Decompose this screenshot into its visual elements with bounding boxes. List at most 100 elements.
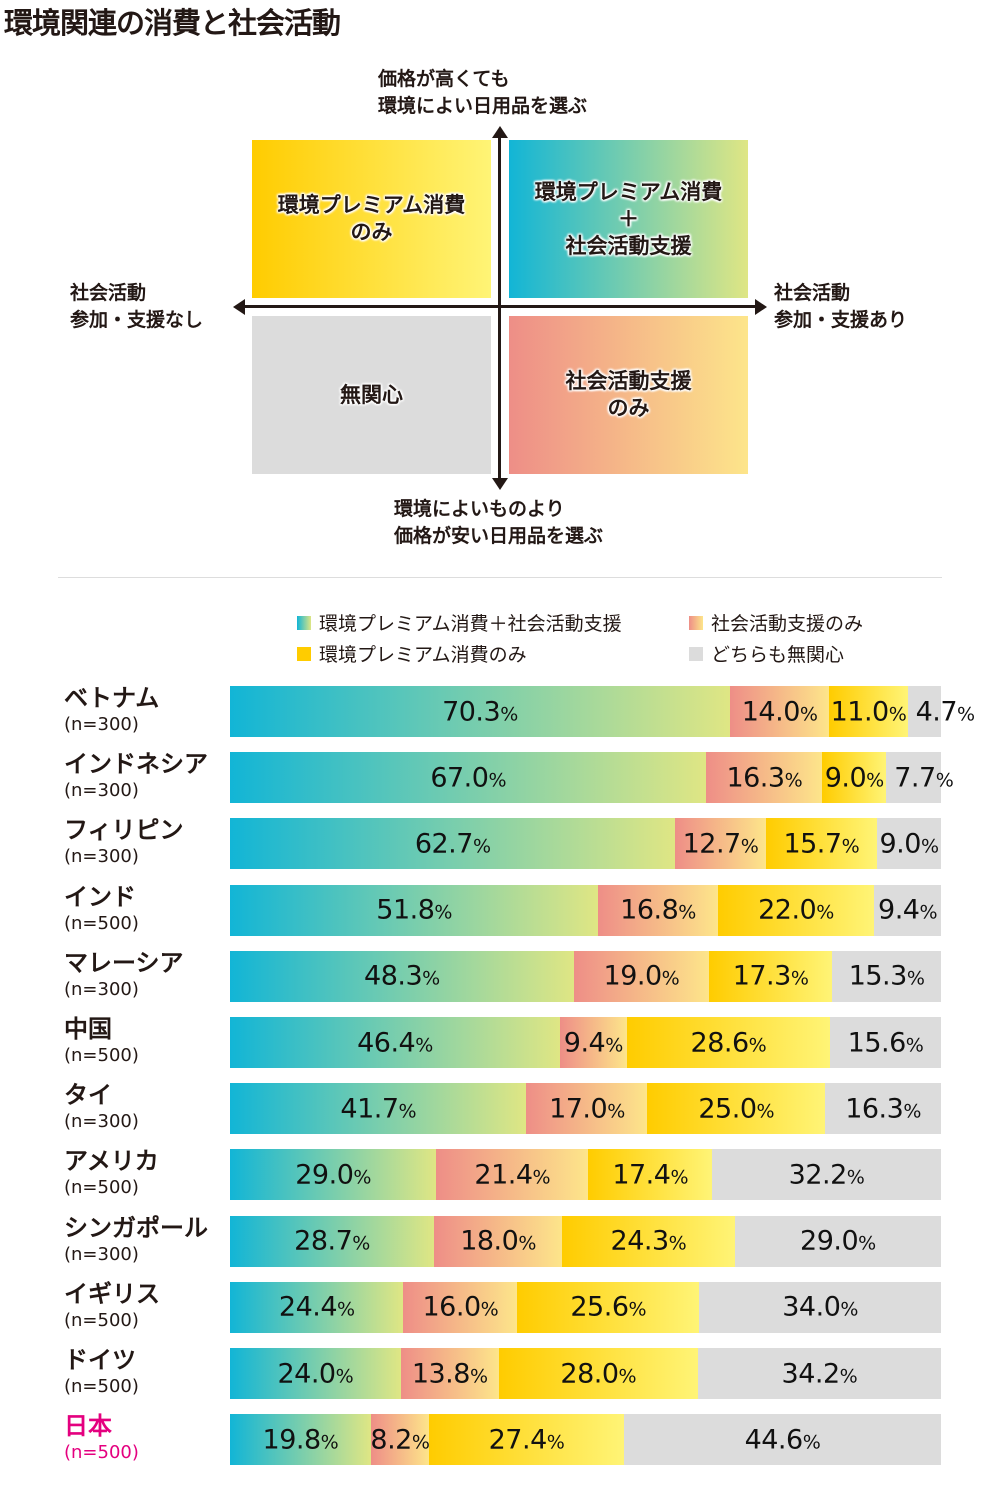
bar-row: シンガポール (n=300) 28.7% 18.0% 24.3% 29.0% bbox=[0, 1213, 1000, 1268]
segment-indifferent: 7.7% bbox=[886, 752, 954, 804]
sample-size-label: (n=300) bbox=[64, 1243, 139, 1265]
legend-item-social-only: 社会活動支援のみ bbox=[689, 609, 863, 636]
segment-premium-only: 15.7% bbox=[765, 818, 878, 870]
bar-row: インド (n=500) 51.8% 16.8% 22.0% 9.4% bbox=[0, 882, 1000, 937]
data-label: 25.6% bbox=[570, 1291, 647, 1323]
data-label: 9.4% bbox=[878, 894, 938, 926]
data-label: 24.3% bbox=[610, 1225, 687, 1257]
segment-indifferent: 9.0% bbox=[877, 818, 941, 870]
quadrant-premium-only: 環境プレミアム消費 のみ bbox=[252, 140, 491, 298]
stacked-bar: 29.0% 21.4% 17.4% 32.2% bbox=[230, 1149, 941, 1201]
country-label: タイ bbox=[64, 1081, 112, 1110]
segment-both: 19.8% bbox=[230, 1414, 371, 1466]
segment-premium-only: 17.4% bbox=[588, 1149, 713, 1201]
data-label: 70.3% bbox=[442, 696, 518, 727]
data-label: 22.0% bbox=[758, 894, 834, 926]
bar-row: マレーシア (n=300) 48.3% 19.0% 17.3% 15.3% bbox=[0, 948, 1000, 1003]
segment-social-only: 17.0% bbox=[526, 1083, 648, 1135]
segment-both: 24.4% bbox=[230, 1281, 404, 1333]
data-label: 9.0% bbox=[824, 762, 885, 794]
axis-top-label: 価格が高くても 環境によい日用品を選ぶ bbox=[378, 68, 588, 117]
stacked-bar: 41.7% 17.0% 25.0% 16.3% bbox=[230, 1083, 941, 1135]
segment-both: 24.0% bbox=[230, 1348, 401, 1399]
stacked-bar: 67.0% 16.3% 9.0% 7.7% bbox=[230, 752, 954, 804]
data-label: 17.3% bbox=[732, 960, 809, 992]
legend-label: 環境プレミアム消費＋社会活動支援 bbox=[319, 613, 622, 635]
country-label: ドイツ bbox=[64, 1346, 136, 1374]
axis-left-label: 社会活動 参加・支援なし bbox=[70, 282, 204, 331]
bar-row: ドイツ (n=500) 24.0% 13.8% 28.0% 34.2% bbox=[0, 1346, 1000, 1400]
segment-premium-only: 11.0% bbox=[829, 686, 908, 737]
segment-social-only: 13.8% bbox=[400, 1348, 499, 1399]
segment-social-only: 16.3% bbox=[706, 752, 823, 804]
arrow-right-icon bbox=[755, 299, 767, 315]
country-label: アメリカ bbox=[64, 1147, 159, 1176]
data-label: 16.8% bbox=[620, 894, 696, 926]
country-label: マレーシア bbox=[64, 948, 184, 977]
legend-item-indifferent: どちらも無関心 bbox=[689, 640, 844, 667]
stacked-bar: 28.7% 18.0% 24.3% 29.0% bbox=[230, 1215, 941, 1267]
sample-size-label: (n=500) bbox=[64, 1309, 139, 1331]
sample-size-label: (n=500) bbox=[64, 1045, 139, 1066]
data-label: 51.8% bbox=[376, 894, 452, 926]
bar-row: フィリピン (n=300) 62.7% 12.7% 15.7% 9.0% bbox=[0, 816, 1000, 870]
page-title: 環境関連の消費と社会活動 bbox=[4, 6, 341, 40]
segment-social-only: 16.8% bbox=[598, 884, 718, 936]
segment-premium-only: 17.3% bbox=[708, 950, 833, 1002]
sample-size-label: (n=500) bbox=[64, 1376, 139, 1397]
sample-size-label: (n=500) bbox=[64, 1442, 139, 1464]
country-label: 日本 bbox=[64, 1412, 112, 1441]
data-label: 25.0% bbox=[698, 1093, 775, 1125]
segment-both: 48.3% bbox=[230, 950, 574, 1002]
segment-premium-only: 24.3% bbox=[562, 1215, 735, 1267]
data-label: 9.4% bbox=[563, 1027, 624, 1058]
arrow-left-icon bbox=[233, 299, 245, 315]
data-label: 16.3% bbox=[845, 1093, 921, 1125]
data-label: 16.3% bbox=[726, 762, 803, 794]
segment-indifferent: 32.2% bbox=[712, 1149, 941, 1201]
data-label: 14.0% bbox=[741, 696, 818, 727]
data-label: 9.0% bbox=[879, 828, 939, 860]
segment-indifferent: 29.0% bbox=[734, 1215, 941, 1267]
data-label: 44.6% bbox=[744, 1424, 821, 1456]
data-label: 13.8% bbox=[411, 1358, 488, 1389]
stacked-bar: 62.7% 12.7% 15.7% 9.0% bbox=[230, 818, 941, 870]
data-label: 29.0% bbox=[800, 1225, 876, 1257]
vertical-axis bbox=[498, 134, 501, 480]
segment-premium-only: 22.0% bbox=[717, 884, 875, 936]
segment-both: 46.4% bbox=[230, 1017, 560, 1068]
bar-row: タイ (n=300) 41.7% 17.0% 25.0% 16.3% bbox=[0, 1081, 1000, 1135]
legend-label: 環境プレミアム消費のみ bbox=[319, 644, 527, 666]
data-label: 24.0% bbox=[277, 1358, 354, 1389]
axis-right-label: 社会活動 参加・支援あり bbox=[774, 282, 908, 331]
segment-premium-only: 27.4% bbox=[429, 1414, 624, 1466]
segment-premium-only: 25.0% bbox=[647, 1083, 826, 1135]
data-label: 8.2% bbox=[370, 1424, 430, 1456]
data-label: 17.4% bbox=[612, 1159, 689, 1191]
bar-row: 中国 (n=500) 46.4% 9.4% 28.6% 15.6% bbox=[0, 1015, 1000, 1069]
data-label: 28.7% bbox=[294, 1225, 370, 1257]
segment-indifferent: 15.3% bbox=[832, 950, 941, 1002]
data-label: 34.2% bbox=[781, 1358, 858, 1389]
data-label: 19.0% bbox=[603, 960, 680, 992]
data-label: 67.0% bbox=[430, 762, 507, 794]
data-label: 34.0% bbox=[782, 1291, 858, 1323]
quadrant-indifferent: 無関心 bbox=[252, 316, 491, 474]
data-label: 28.6% bbox=[690, 1027, 767, 1058]
sample-size-label: (n=300) bbox=[64, 978, 139, 1000]
data-label: 11.0% bbox=[830, 696, 907, 727]
bar-row: インドネシア (n=300) 67.0% 16.3% 9.0% 7.7% bbox=[0, 750, 1000, 804]
segment-social-only: 21.4% bbox=[436, 1149, 589, 1201]
country-label: シンガポール bbox=[64, 1213, 208, 1242]
arrow-down-icon bbox=[492, 478, 508, 490]
country-label: インド bbox=[64, 882, 136, 911]
data-label: 4.7% bbox=[915, 696, 976, 727]
data-label: 12.7% bbox=[682, 828, 759, 860]
sample-size-label: (n=500) bbox=[64, 1177, 139, 1199]
data-label: 18.0% bbox=[460, 1225, 536, 1257]
legend-swatch bbox=[297, 615, 311, 630]
segment-indifferent: 15.6% bbox=[830, 1017, 941, 1068]
quadrant-social-only: 社会活動支援 のみ bbox=[509, 316, 748, 474]
data-label: 32.2% bbox=[788, 1159, 865, 1191]
